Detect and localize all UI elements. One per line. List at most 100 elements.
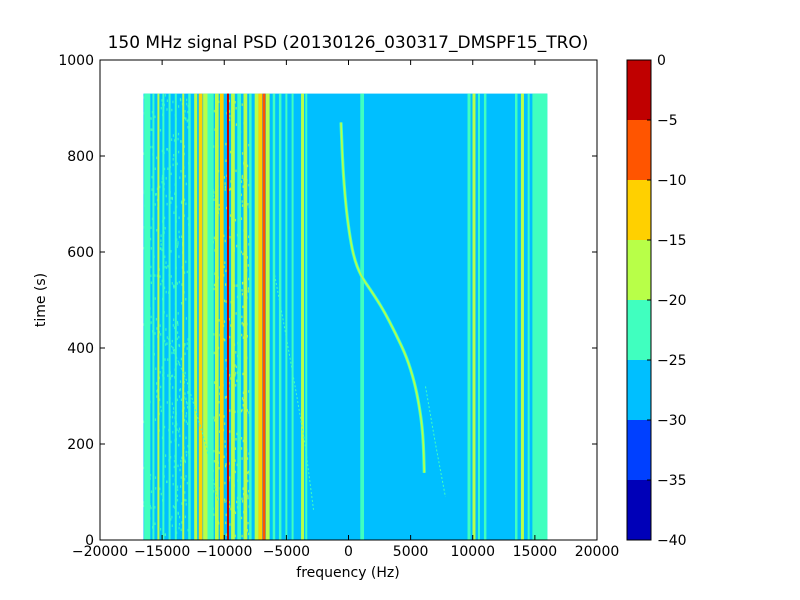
speckle <box>242 323 244 327</box>
speckle <box>150 315 152 319</box>
speckle <box>240 250 242 254</box>
speckle <box>173 459 176 463</box>
speckle <box>171 524 173 527</box>
speckle <box>160 409 162 413</box>
speckle <box>241 321 243 325</box>
speckle <box>246 471 249 474</box>
speckle <box>178 150 180 154</box>
speckle <box>150 490 153 493</box>
speckle <box>229 374 231 377</box>
speckle <box>223 338 225 341</box>
speckle <box>186 120 188 123</box>
speckle <box>223 455 225 459</box>
signal-line <box>198 93 203 540</box>
speckle <box>224 182 226 185</box>
speckle <box>183 152 185 156</box>
colorbar-segment <box>627 300 651 360</box>
speckle <box>247 496 249 500</box>
speckle <box>224 338 226 342</box>
speckle <box>176 282 178 285</box>
speckle <box>229 150 232 154</box>
speckle <box>234 459 236 462</box>
speckle <box>187 104 189 108</box>
speckle <box>240 217 243 220</box>
speckle <box>224 445 226 448</box>
speckle <box>178 395 181 398</box>
speckle <box>177 241 179 244</box>
speckle <box>180 459 182 463</box>
speckle <box>223 320 226 323</box>
speckle <box>186 102 188 106</box>
speckle <box>242 487 244 490</box>
speckle <box>229 430 231 433</box>
speckle <box>242 252 244 256</box>
speckle <box>180 485 182 488</box>
speckle <box>187 126 189 129</box>
speckle <box>171 351 173 355</box>
colorbar-tick-label: −15 <box>657 233 687 249</box>
speckle <box>172 100 174 104</box>
speckle <box>160 528 162 531</box>
speckle <box>170 250 172 253</box>
speckle <box>180 235 183 238</box>
speckle <box>185 420 187 423</box>
colorbar-tick-label: −40 <box>657 533 687 549</box>
speckle <box>241 447 243 450</box>
signal-line <box>243 93 248 540</box>
x-tick-label: 0 <box>344 544 353 560</box>
speckle <box>178 216 180 219</box>
speckle <box>151 188 153 191</box>
speckle <box>247 264 249 267</box>
speckle <box>159 371 161 374</box>
speckle <box>150 506 152 510</box>
speckle <box>240 193 242 197</box>
speckle <box>230 377 232 380</box>
speckle <box>213 236 215 240</box>
signal-line <box>258 93 263 540</box>
speckle <box>219 413 221 417</box>
speckle <box>241 397 244 400</box>
speckle <box>156 274 158 277</box>
speckle <box>218 203 220 207</box>
speckle <box>235 169 237 173</box>
speckle <box>218 100 220 104</box>
speckle <box>241 408 243 412</box>
speckle <box>149 505 151 508</box>
speckle <box>185 415 187 418</box>
speckle <box>143 420 145 424</box>
speckle <box>185 412 188 415</box>
speckle <box>176 238 178 241</box>
speckle <box>247 287 250 290</box>
speckle <box>166 401 168 404</box>
speckle <box>171 282 173 285</box>
speckle <box>247 521 249 525</box>
speckle <box>242 391 244 395</box>
speckle <box>247 203 249 206</box>
speckle <box>172 505 174 508</box>
speckle <box>178 361 180 365</box>
colorbar-tick-label: −10 <box>657 173 687 189</box>
signal-line <box>249 93 252 540</box>
speckle <box>236 379 238 383</box>
speckle <box>177 331 179 334</box>
speckle <box>235 107 237 110</box>
speckle <box>180 140 182 143</box>
speckle <box>164 286 166 290</box>
speckle <box>176 162 178 166</box>
speckle <box>218 522 220 525</box>
speckle <box>186 270 188 274</box>
speckle <box>229 236 231 239</box>
speckle <box>174 424 176 428</box>
speckle <box>224 261 226 264</box>
speckle <box>159 398 161 401</box>
speckle <box>161 99 163 102</box>
speckle <box>213 109 215 113</box>
speckle <box>172 134 174 137</box>
speckle <box>185 475 187 478</box>
speckle <box>185 317 187 320</box>
speckle <box>172 422 174 425</box>
speckle <box>213 198 215 201</box>
speckle <box>248 235 250 238</box>
speckle <box>228 479 230 482</box>
